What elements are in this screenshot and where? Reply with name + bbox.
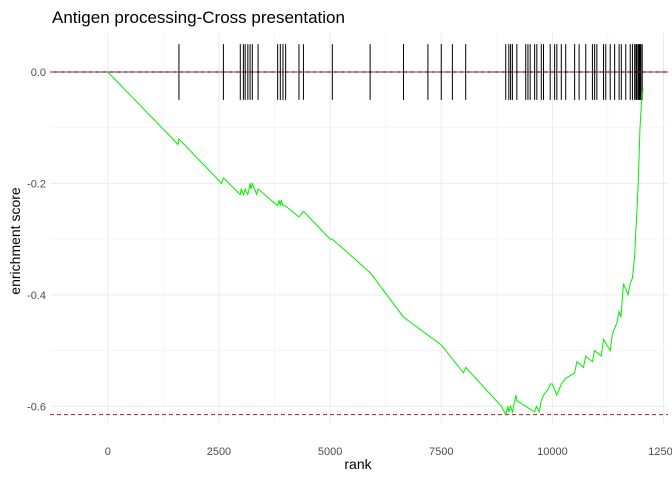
x-tick-label: 0 [105,446,111,458]
y-tick-label: -0.6 [27,401,46,413]
y-tick-label: -0.2 [27,178,46,190]
x-tick-label: 10000 [537,446,568,458]
y-axis-ticks: 0.0 -0.2 -0.4 -0.6 [27,67,46,413]
chart-title: Antigen processing-Cross presentation [52,8,345,27]
x-tick-label: 5000 [318,446,342,458]
grid [50,33,668,423]
y-axis-label: enrichment score [7,187,23,295]
x-axis-label: rank [344,456,372,472]
reference-lines [50,71,668,416]
enrichment-score-line [107,71,644,416]
y-tick-label: 0.0 [31,67,46,79]
x-tick-label: 2500 [207,446,231,458]
x-tick-label: 7500 [429,446,453,458]
y-tick-label: -0.4 [27,290,46,302]
